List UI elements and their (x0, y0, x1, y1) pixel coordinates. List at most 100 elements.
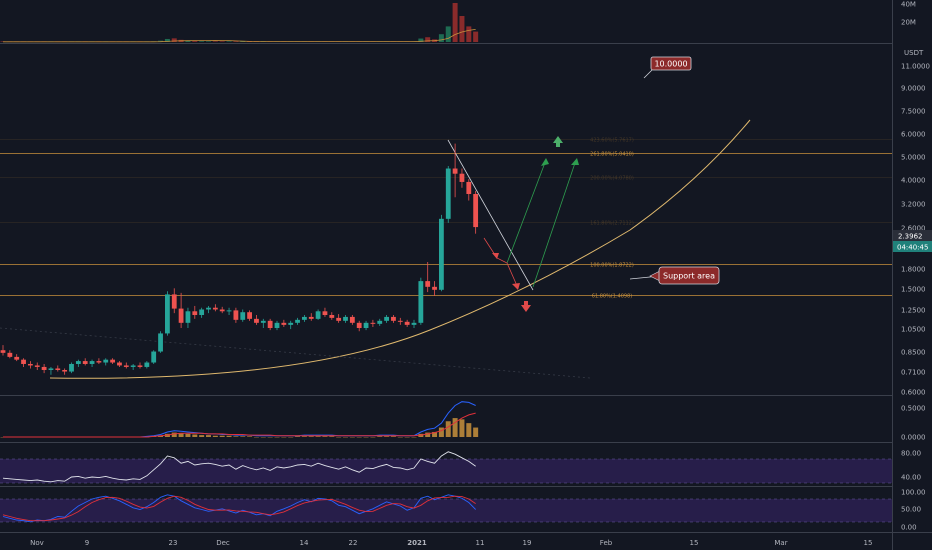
macd-hist-bar (322, 436, 328, 437)
candle (110, 358, 115, 364)
candle (28, 361, 33, 369)
price-tick: 2.6000 (901, 225, 926, 233)
fib-label-5: 61.80%(1.4098) (592, 294, 633, 300)
red-arrowhead (492, 253, 499, 259)
macd-hist-bar (390, 436, 396, 437)
time-tick: Dec (216, 539, 230, 547)
candle (336, 314, 342, 323)
candle (343, 315, 348, 323)
volume-bar (233, 41, 239, 42)
candle (103, 358, 109, 366)
candle (14, 354, 20, 362)
candle (349, 315, 355, 325)
candle (260, 318, 266, 328)
candle (75, 359, 81, 367)
macd-pane (0, 401, 479, 438)
candle (404, 319, 410, 327)
volume-bar (452, 3, 458, 42)
candle (34, 362, 40, 370)
rsi-line (2, 451, 476, 483)
candle (418, 277, 424, 325)
time-tick: 15 (864, 539, 873, 547)
price-tick: 1.0500 (901, 326, 926, 334)
macd-tick: 0.5000 (901, 405, 926, 413)
price-tick: 3.2000 (901, 201, 926, 209)
candle (391, 315, 396, 323)
macd-hist-bar (438, 427, 444, 437)
candle (240, 309, 246, 322)
candle (21, 358, 26, 367)
candle (130, 363, 136, 370)
candle (0, 345, 6, 356)
red-down-arrow (521, 301, 531, 312)
volume-bar (445, 26, 451, 42)
macd-hist-bar (240, 436, 246, 437)
macd-signal-line (3, 412, 476, 438)
macd-hist-bar (452, 418, 458, 437)
target-note[interactable]: 10.0000 (643, 56, 692, 79)
support-note[interactable]: Support area (629, 266, 720, 285)
macd-line (3, 401, 476, 438)
stoch-tick: 0.00 (901, 524, 917, 532)
candle (165, 291, 170, 336)
time-tick: 22 (349, 539, 358, 547)
candle (370, 319, 376, 327)
volume-bar (459, 16, 465, 42)
volume-bar (226, 41, 232, 42)
macd-hist-bar (212, 435, 218, 437)
current-price-tag: 2.3962 04:40:45 (893, 230, 932, 252)
candle (7, 350, 13, 359)
candle (48, 366, 54, 375)
macd-hist-bar (445, 421, 451, 437)
candle (199, 307, 205, 318)
time-axis[interactable]: Nov 9 23 Dec 14 22 2021 11 19 Feb 15 Mar 15 (30, 539, 872, 547)
price-axis[interactable]: 11.0000 9.0000 7.5000 6.0000 5.0000 4.0000 3.2… (901, 63, 930, 397)
time-tick: 9 (85, 539, 89, 547)
time-tick: 19 (523, 539, 532, 547)
candle (356, 320, 362, 332)
candle (123, 362, 129, 369)
time-tick: 23 (169, 539, 178, 547)
candle (144, 361, 150, 369)
time-tick: 14 (300, 539, 309, 547)
volume-tick: 20M (901, 19, 916, 27)
target-label: 10.0000 (654, 60, 687, 69)
countdown: 04:40:45 (897, 244, 928, 252)
candle (274, 320, 280, 331)
volume-axis: 40M 20M (901, 1, 916, 27)
stoch-tick: 100.00 (901, 489, 926, 497)
volume-bar (171, 38, 177, 42)
time-tick: Feb (600, 539, 613, 547)
price-tick: 9.0000 (901, 85, 926, 93)
macd-hist-bar (295, 436, 301, 437)
red-path (483, 237, 519, 289)
resistance-trendline (447, 139, 534, 291)
candle (473, 190, 479, 234)
candle (452, 143, 458, 198)
macd-hist-bar (247, 436, 253, 437)
macd-hist-bar (233, 436, 239, 437)
volume-bar (240, 41, 246, 42)
support-label: Support area (663, 272, 715, 281)
macd-hist-bar (171, 432, 177, 437)
macd-hist-bar (219, 435, 225, 437)
candle (117, 361, 122, 367)
fib-label-1: 261.80%(5.0410) (590, 152, 634, 158)
time-tick: 11 (476, 539, 485, 547)
volume-bar (438, 34, 444, 42)
candle (69, 362, 74, 374)
price-tick: 7.5000 (901, 108, 926, 116)
candle (247, 310, 252, 321)
candle (267, 318, 273, 331)
candle (411, 319, 417, 328)
volume-bar (473, 31, 479, 42)
candle (302, 315, 307, 322)
candle (41, 363, 47, 374)
green-arrowhead-1 (541, 158, 549, 166)
candle (233, 307, 239, 323)
macd-hist-bar (377, 436, 383, 437)
candle (384, 315, 389, 323)
support-curve (49, 119, 751, 379)
volume-bar (466, 26, 472, 42)
